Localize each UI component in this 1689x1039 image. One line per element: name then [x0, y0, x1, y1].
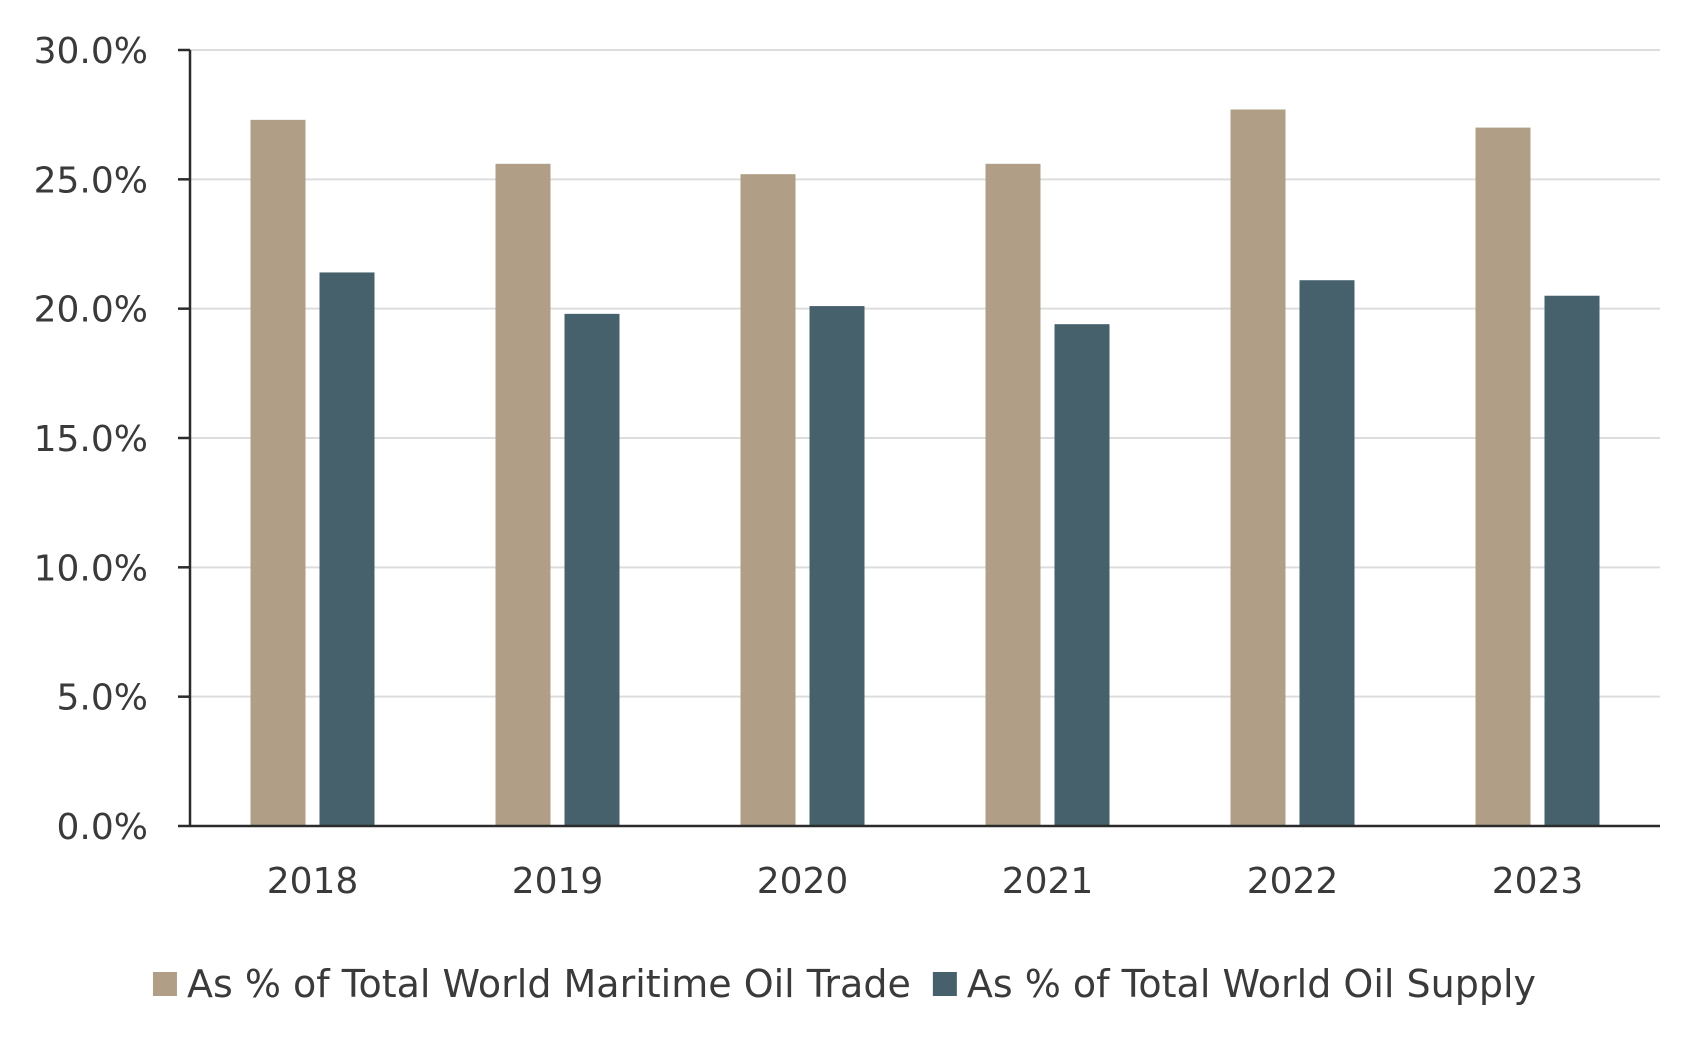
bar-maritime-trade-2019	[495, 163, 551, 826]
legend-label-oil-supply: As % of Total World Oil Supply	[967, 962, 1536, 1006]
y-tick-label: 20.0%	[34, 290, 148, 331]
bar-oil-supply-2020	[809, 306, 865, 827]
bar-maritime-trade-2018	[250, 119, 306, 827]
gridlines	[190, 49, 1660, 698]
x-tick-label: 2023	[1492, 861, 1584, 902]
x-axis-ticks: 2018 2019 2020 2021 2022 2023	[267, 861, 1584, 902]
bar-maritime-trade-2022	[1230, 109, 1286, 826]
bar-oil-supply-2018	[319, 272, 375, 826]
y-axis-ticks: 0.0% 5.0% 10.0% 15.0% 20.0% 25.0% 30.0%	[34, 31, 190, 848]
y-tick-label: 25.0%	[34, 160, 148, 201]
y-tick-label: 30.0%	[34, 31, 148, 72]
bar-maritime-trade-2020	[740, 174, 796, 826]
legend-label-maritime-trade: As % of Total World Maritime Oil Trade	[187, 962, 911, 1006]
y-tick-label: 15.0%	[34, 419, 148, 460]
legend-swatch-maritime-trade	[152, 972, 177, 996]
y-tick-label: 0.0%	[57, 807, 148, 848]
bars	[250, 109, 1600, 827]
y-tick-label: 5.0%	[57, 678, 148, 719]
x-tick-label: 2019	[512, 861, 604, 902]
bar-maritime-trade-2023	[1475, 127, 1531, 827]
x-tick-label: 2020	[757, 861, 849, 902]
bar-maritime-trade-2021	[985, 163, 1041, 826]
y-tick-label: 10.0%	[34, 548, 148, 589]
x-tick-label: 2021	[1002, 861, 1094, 902]
bar-oil-supply-2022	[1299, 280, 1355, 826]
x-tick-label: 2022	[1247, 861, 1339, 902]
bar-oil-supply-2019	[564, 313, 620, 827]
legend: As % of Total World Maritime Oil Trade A…	[152, 962, 1536, 1006]
legend-swatch-oil-supply	[932, 972, 957, 996]
bar-oil-supply-2021	[1054, 324, 1110, 826]
x-tick-label: 2018	[267, 861, 359, 902]
bar-oil-supply-2023	[1544, 295, 1600, 826]
